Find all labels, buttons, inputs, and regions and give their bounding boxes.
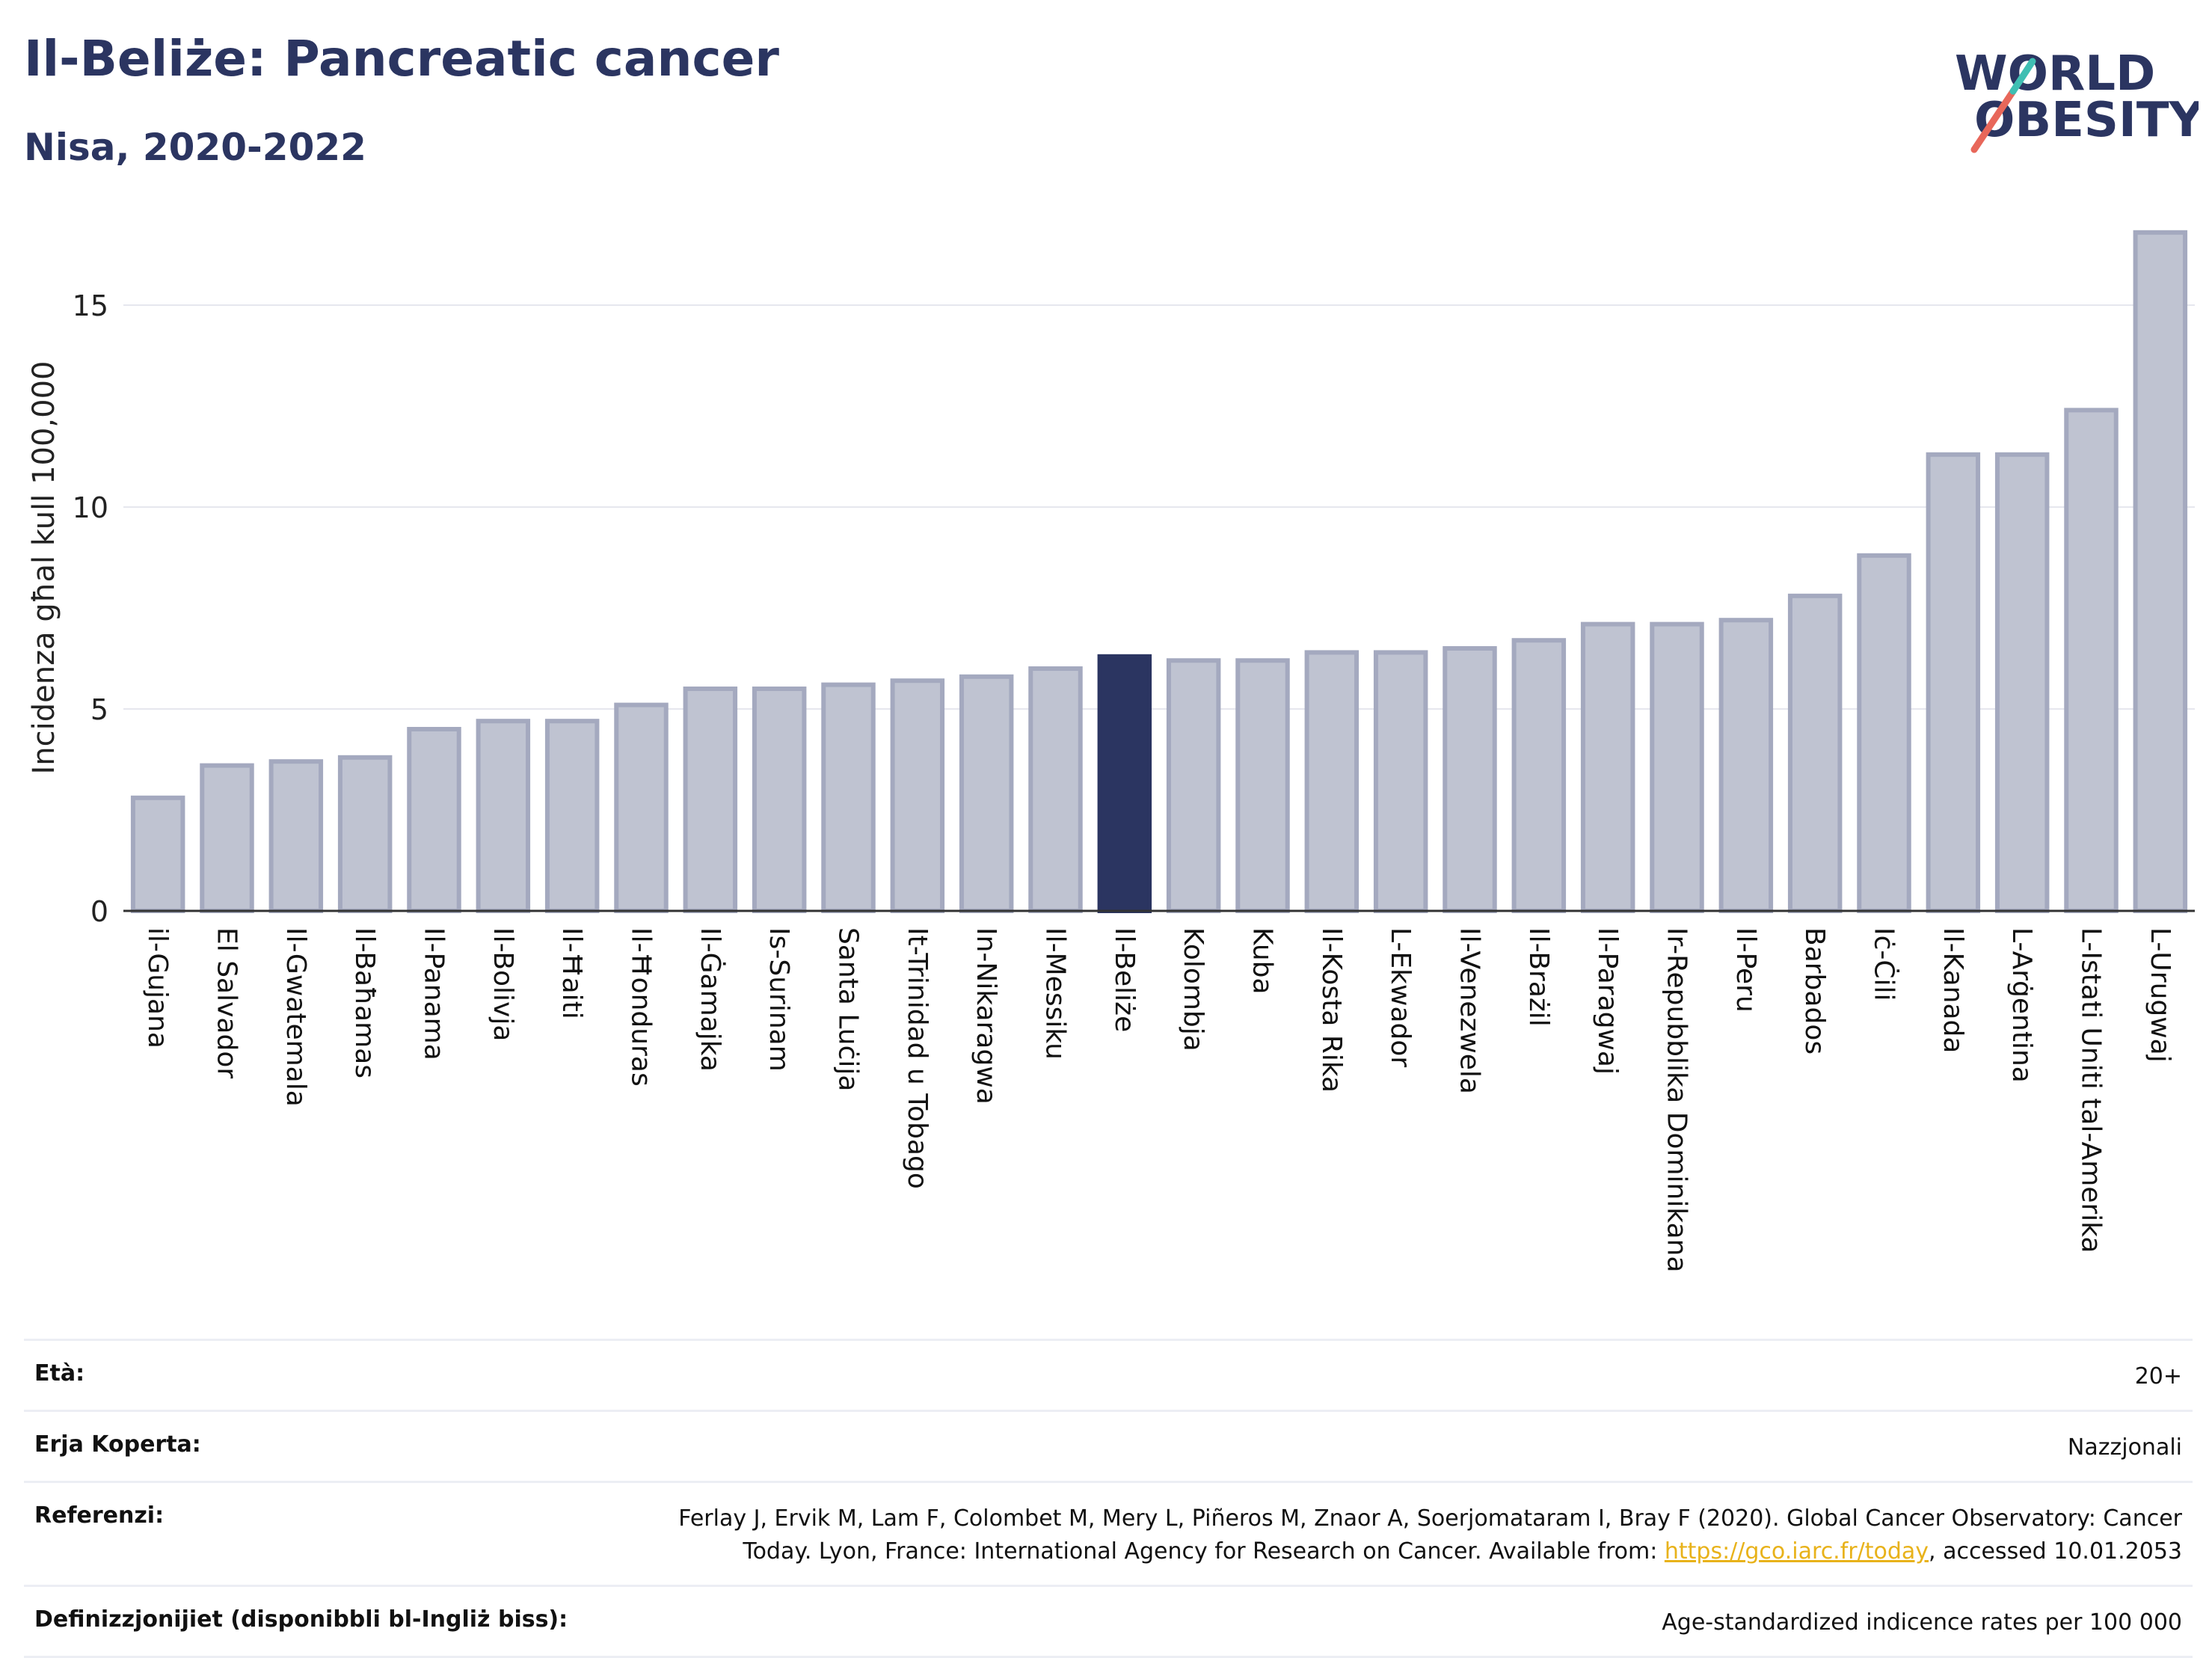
x-tick-label: Il-Ġamajka	[695, 927, 726, 1072]
chart-title: Il-Beliże: Pancreatic cancer	[24, 30, 779, 87]
bar	[1718, 618, 1774, 913]
x-tick-label: Il-Ħonduras	[626, 927, 657, 1087]
bar	[407, 727, 461, 913]
x-tick-label: Il-Messiku	[1040, 927, 1071, 1060]
bar	[1166, 658, 1221, 913]
bar	[821, 682, 876, 913]
bar	[752, 687, 807, 913]
footer-row-area: Erja Koperta: Nazzjonali	[24, 1410, 2193, 1481]
chart-subtitle: Nisa, 2020-2022	[24, 126, 366, 169]
bar	[1857, 553, 1911, 913]
x-tick-label: Is-Surinam	[764, 927, 794, 1072]
x-tick-label: Il-Beliże	[1109, 927, 1140, 1032]
x-tick-label: L-Urugwaj	[2145, 927, 2175, 1063]
bar	[890, 678, 945, 913]
x-tick-label: Iċ-Ċili	[1869, 927, 1900, 1001]
x-tick-label: It-Trinidad u Tobago	[902, 927, 933, 1189]
y-tick-label: 5	[90, 693, 108, 726]
y-tick-label: 10	[73, 491, 108, 524]
x-tick-label: Il-Gwatemala	[280, 927, 311, 1107]
bar	[544, 719, 600, 914]
bar	[1443, 646, 1497, 913]
footer-row-definitions: Definizzjonijiet (disponibbli bl-Ingliż …	[24, 1585, 2193, 1658]
x-tick-label: L-Istati Uniti tal-Amerika	[2076, 927, 2107, 1253]
x-tick-label: Il-Venezwela	[1454, 927, 1485, 1094]
x-tick-label: El Salvador	[212, 927, 242, 1078]
x-tick-label: il-Gujana	[142, 927, 173, 1048]
x-tick-label: In-Nikaragwa	[971, 927, 1001, 1105]
x-tick-label: Santa Luċija	[833, 927, 864, 1091]
x-tick-label: Il-Panama	[419, 927, 449, 1060]
x-tick-label: Il-Kanada	[1938, 927, 1968, 1053]
footer-row-references: Referenzi: Ferlay J, Ervik M, Lam F, Col…	[24, 1481, 2193, 1585]
x-tick-label: Kolombja	[1178, 927, 1208, 1051]
footer-table: Età: 20+ Erja Koperta: Nazzjonali Refere…	[24, 1339, 2193, 1658]
references-line2-pre: Today. Lyon, France: International Agenc…	[743, 1538, 1665, 1565]
references-line2-post: , accessed 10.01.2053	[1929, 1538, 2182, 1565]
bar	[130, 795, 185, 914]
references-line1: Ferlay J, Ervik M, Lam F, Colombet M, Me…	[678, 1505, 2182, 1532]
bar	[1304, 650, 1360, 914]
world-obesity-logo: WORLD OBESITY	[1955, 46, 2199, 153]
x-tick-label: L-Arġentina	[2006, 927, 2037, 1083]
area-label: Erja Koperta:	[34, 1431, 201, 1458]
definitions-label: Definizzjonijiet (disponibbli bl-Ingliż …	[34, 1606, 568, 1633]
y-tick-label: 15	[73, 289, 108, 322]
bar	[2133, 230, 2188, 913]
bar	[1028, 666, 1083, 913]
logo-slash-red	[1970, 87, 2017, 153]
bar	[268, 759, 324, 914]
bar	[2064, 408, 2119, 913]
references-value: Ferlay J, Ervik M, Lam F, Colombet M, Me…	[678, 1502, 2182, 1568]
bar	[959, 674, 1014, 913]
bar	[1097, 654, 1152, 913]
footer-row-age: Età: 20+	[24, 1339, 2193, 1410]
x-tick-label: Barbados	[1799, 927, 1830, 1054]
logo-line2: OBESITY	[1974, 93, 2199, 148]
x-tick-label: Il-Brażil	[1523, 927, 1554, 1027]
bar	[614, 702, 669, 913]
logo-line1: WORLD	[1955, 46, 2155, 102]
bar	[1926, 452, 1981, 913]
x-tick-label: L-Ekwador	[1385, 927, 1416, 1067]
bar	[200, 763, 254, 913]
x-tick-label: Il-Paragwaj	[1592, 927, 1623, 1075]
bar	[1994, 452, 2050, 913]
bar	[476, 719, 531, 914]
references-label: Referenzi:	[34, 1502, 165, 1529]
y-tick-label: 0	[90, 895, 108, 928]
bar	[1373, 650, 1428, 914]
x-tick-label: Il-Bolivja	[488, 927, 518, 1041]
x-tick-label: Il-Kosta Rika	[1316, 927, 1347, 1093]
x-tick-label: Il-Peru	[1730, 927, 1761, 1013]
age-value: 20+	[2134, 1363, 2182, 1390]
x-tick-label: Ir-Repubblika Dominikana	[1662, 927, 1692, 1273]
bar	[337, 755, 393, 913]
x-tick-label: Kuba	[1247, 927, 1278, 995]
definitions-value: Age-standardized indicence rates per 100…	[1662, 1609, 2182, 1636]
bar	[1511, 638, 1567, 913]
x-tick-label: Il-Baħamas	[349, 927, 380, 1078]
references-link[interactable]: https://gco.iarc.fr/today	[1664, 1538, 1929, 1565]
bar-chart: 0 5 10 15 Incidenza għal kull 100,000 il-Guja…	[27, 230, 2195, 1273]
bar	[683, 687, 738, 913]
bar	[1650, 621, 1704, 913]
bar	[1787, 593, 1843, 913]
bar	[1235, 658, 1290, 913]
area-value: Nazzjonali	[2067, 1434, 2182, 1461]
y-axis-label: Incidenza għal kull 100,000	[27, 361, 61, 775]
logo-slash-teal	[2009, 58, 2036, 95]
age-label: Età:	[34, 1360, 85, 1387]
x-tick-label: Il-Ħaiti	[556, 927, 587, 1019]
bar	[1580, 621, 1635, 913]
